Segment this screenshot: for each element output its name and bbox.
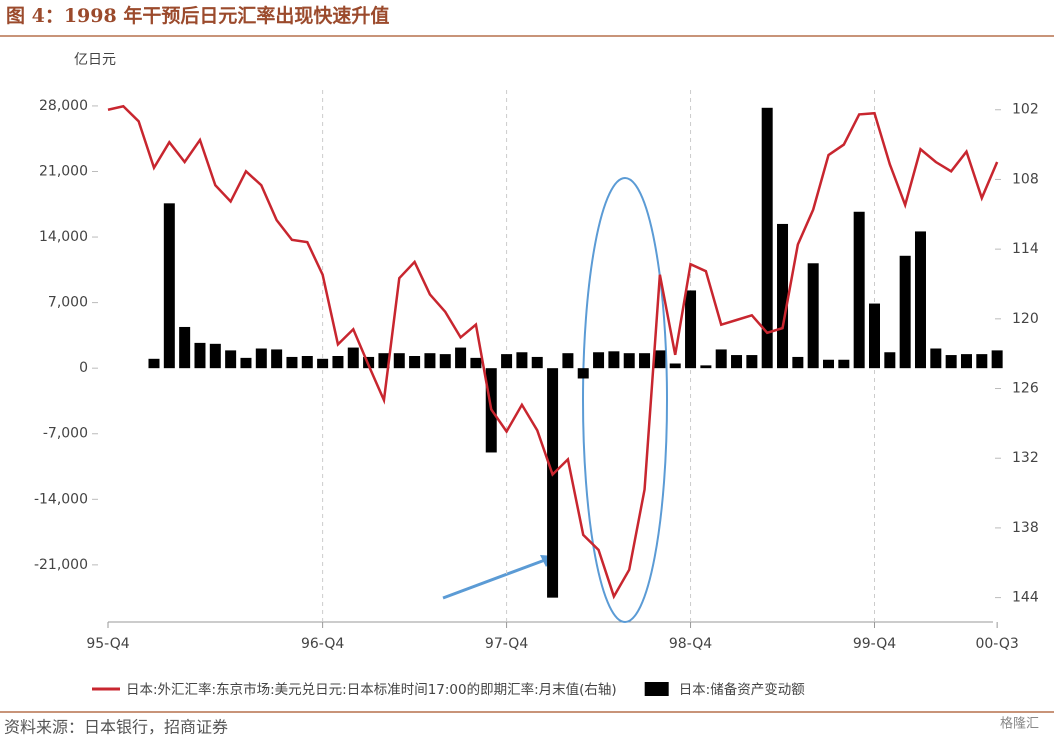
bar [623, 353, 635, 369]
bar [455, 347, 467, 369]
x-tick-label: 95-Q4 [86, 636, 129, 652]
x-tick-label: 96-Q4 [301, 636, 344, 652]
bar [899, 255, 911, 369]
bar [807, 263, 819, 369]
bar [424, 353, 436, 369]
bar [853, 211, 865, 369]
y2-tick-label: 108 [1012, 171, 1039, 187]
bar [761, 107, 773, 369]
bar [179, 326, 191, 369]
highlight-ellipse [582, 177, 668, 623]
y2-tick-label: 102 [1012, 102, 1039, 118]
bar [194, 342, 206, 369]
bar [976, 354, 988, 369]
legend-swatch [644, 682, 669, 696]
bar [669, 363, 681, 369]
bar [960, 354, 972, 369]
bar [209, 343, 221, 369]
bar [884, 352, 896, 369]
y-tick-label: 14,000 [39, 229, 88, 245]
bar [914, 231, 926, 369]
arrow [442, 558, 546, 600]
bar [347, 347, 359, 369]
x-tick-label: 00-Q3 [975, 636, 1018, 652]
bar [715, 349, 727, 369]
y-tick-label: -21,000 [34, 557, 88, 573]
bar [271, 349, 283, 369]
bar [317, 358, 329, 369]
bar [393, 353, 405, 369]
bar [792, 356, 804, 369]
bar [608, 351, 620, 369]
y-tick-label: 28,000 [39, 98, 88, 114]
bar [163, 203, 175, 369]
bar [240, 357, 252, 369]
legend-label: 日本:储备资产变动额 [679, 681, 806, 698]
chart-title: 图 4：1998 年干预后日元汇率出现快速升值 [6, 4, 389, 27]
y2-tick-label: 132 [1012, 450, 1039, 466]
bar [991, 350, 1003, 369]
bar [148, 358, 160, 369]
y-tick-label: 0 [79, 360, 88, 376]
bar [945, 355, 957, 369]
bar [439, 354, 451, 369]
bar [516, 352, 528, 369]
bar [700, 365, 712, 369]
y2-tick-label: 120 [1012, 311, 1039, 327]
y-tick-label: -7,000 [43, 426, 88, 442]
y2-tick-label: 126 [1012, 381, 1039, 397]
y-tick-label: 21,000 [39, 163, 88, 179]
bar [409, 356, 421, 369]
bar [593, 352, 605, 369]
bar [731, 355, 743, 369]
bar [685, 290, 697, 369]
y-tick-label: 7,000 [48, 295, 88, 311]
bar [255, 348, 267, 369]
x-tick-label: 98-Q4 [669, 636, 712, 652]
bar [531, 356, 543, 369]
bar [225, 350, 237, 369]
bar [654, 350, 666, 369]
y2-tick-label: 144 [1012, 590, 1039, 606]
bar [470, 357, 482, 369]
bar [639, 353, 651, 369]
watermark: 格隆汇 [1000, 716, 1039, 732]
y-tick-label: -14,000 [34, 491, 88, 507]
bar [577, 368, 589, 379]
bar [838, 359, 850, 369]
x-tick-label: 97-Q4 [485, 636, 528, 652]
bar [823, 359, 835, 369]
bar [777, 223, 789, 369]
y2-tick-label: 114 [1012, 241, 1039, 257]
bar [378, 353, 390, 369]
bar [562, 353, 574, 369]
line [107, 104, 999, 600]
bar [501, 354, 513, 369]
source: 资料来源：日本银行，招商证券 [4, 718, 228, 737]
bar [869, 303, 880, 369]
bar [547, 368, 559, 598]
y-unit: 亿日元 [74, 52, 116, 68]
bar [286, 356, 298, 369]
bar [332, 356, 344, 369]
x-tick-label: 99-Q4 [853, 636, 896, 652]
legend: 日本:外汇汇率:东京市场:美元兑日元:日本标准时间17:00的即期汇率:月末值(… [92, 681, 805, 698]
bar [301, 356, 313, 369]
y2-tick-label: 138 [1012, 520, 1039, 536]
legend-label: 日本:外汇汇率:东京市场:美元兑日元:日本标准时间17:00的即期汇率:月末值(… [126, 681, 617, 698]
bar [930, 348, 942, 369]
bar [746, 355, 758, 369]
